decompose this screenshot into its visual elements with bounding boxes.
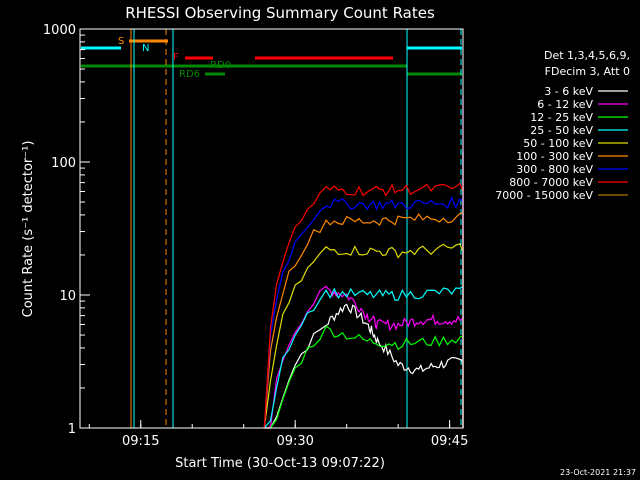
legend-header-1: Det 1,3,4,5,6,9,: [544, 49, 630, 62]
annotation-labels: S N F RD0 RD6: [118, 36, 231, 80]
status-bars: [81, 39, 462, 76]
legend-label-0: 3 - 6 keV: [544, 85, 593, 98]
plot-frame: [79, 28, 464, 429]
annotation-s: S: [118, 36, 124, 47]
legend-label-4: 50 - 100 keV: [523, 137, 593, 150]
annotation-f: F: [173, 52, 179, 63]
x-tick-label-1: 09:30: [276, 434, 313, 449]
legend-label-8: 7000 - 15000 keV: [495, 189, 593, 202]
y-tick-label-3: 1000: [43, 23, 76, 38]
y-tick-label-0: 1: [68, 422, 76, 437]
y-tick-label-2: 100: [51, 156, 76, 171]
y-axis: 1 10 100 1000: [43, 23, 90, 437]
annotation-n: N: [142, 43, 149, 54]
y-tick-label-1: 10: [59, 289, 76, 304]
legend-label-7: 800 - 7000 keV: [509, 176, 593, 189]
legend-header-2: FDecim 3, Att 0: [545, 65, 630, 78]
y-axis-label: Count Rate (s⁻¹ detector⁻¹): [21, 141, 36, 318]
legend-label-5: 100 - 300 keV: [516, 150, 593, 163]
legend: Det 1,3,4,5,6,9, FDecim 3, Att 0 3 - 6 k…: [495, 49, 630, 202]
annotation-rd6: RD6: [179, 69, 200, 80]
annotation-rd0: RD0: [210, 60, 231, 71]
legend-label-2: 12 - 25 keV: [530, 111, 593, 124]
footer-date: 23-Oct-2021 21:37: [560, 468, 636, 477]
x-axis-label: Start Time (30-Oct-13 09:07:22): [175, 456, 385, 471]
chart-title: RHESSI Observing Summary Count Rates: [125, 4, 435, 22]
x-axis: 09:15 09:30 09:45: [88, 420, 468, 449]
legend-label-1: 6 - 12 keV: [537, 98, 593, 111]
x-tick-label-0: 09:15: [122, 434, 159, 449]
legend-label-6: 300 - 800 keV: [516, 163, 593, 176]
legend-label-3: 25 - 50 keV: [530, 124, 593, 137]
x-tick-label-2: 09:45: [431, 434, 468, 449]
vertical-markers: [130, 29, 462, 428]
